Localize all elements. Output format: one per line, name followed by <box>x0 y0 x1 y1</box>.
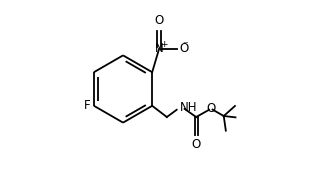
Text: O: O <box>155 14 164 27</box>
Text: O: O <box>180 42 189 55</box>
Text: F: F <box>84 99 91 112</box>
Text: N: N <box>155 42 164 55</box>
Text: O: O <box>192 138 201 151</box>
Text: +: + <box>160 40 167 49</box>
Text: NH: NH <box>180 101 198 114</box>
Text: ⁻: ⁻ <box>183 40 188 50</box>
Text: O: O <box>206 102 215 115</box>
